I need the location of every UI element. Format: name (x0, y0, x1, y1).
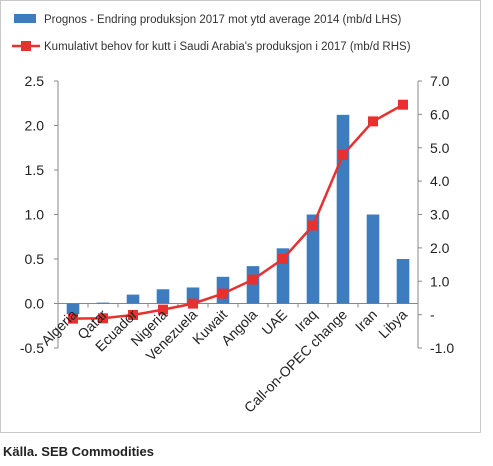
bar (396, 259, 410, 304)
legend-line-label: Kumulativt behov for kutt i Saudi Arabia… (44, 41, 411, 53)
line-marker (188, 298, 198, 309)
line-marker (338, 149, 348, 160)
category-label: UAE (258, 306, 290, 338)
legend-bar-swatch (14, 14, 36, 23)
line-marker (158, 304, 168, 315)
left-tick-label: 1.5 (25, 162, 45, 178)
bar (336, 114, 350, 304)
left-tick-label: 1.0 (25, 207, 45, 223)
right-tick-label: 3.0 (430, 207, 450, 223)
line-marker (98, 313, 108, 324)
right-tick-label: 2.0 (430, 240, 450, 256)
right-tick-label: -1.0 (430, 340, 454, 356)
right-tick-label: - (430, 307, 435, 323)
bar (366, 214, 380, 304)
left-tick-label: 0.5 (25, 251, 45, 267)
right-tick-label: 5.0 (430, 140, 450, 156)
left-tick-label: -0.5 (20, 340, 44, 356)
bar (306, 214, 320, 304)
right-tick-label: 4.0 (430, 173, 450, 189)
line-marker (218, 288, 228, 299)
line-series (72, 103, 404, 320)
right-tick-label: 6.0 (430, 106, 450, 122)
category-label: Algeria (38, 306, 80, 348)
category-label: Libya (375, 306, 410, 341)
bar (246, 266, 260, 304)
bar (66, 303, 80, 315)
legend-line-marker (21, 41, 31, 51)
line-marker (368, 116, 378, 127)
right-tick-label: 7.0 (430, 73, 450, 89)
line-marker (398, 99, 408, 110)
left-tick-label: 0.0 (25, 296, 45, 312)
chart: 2.5 2.0 1.5 1.0 0.5 0.0 -0.5 7.0 6.0 5.0 4.0 3.0 2.0… (12, 14, 454, 416)
bar (156, 289, 170, 304)
line-marker (128, 309, 138, 320)
chart-frame (0, 0, 481, 433)
bar (126, 294, 140, 304)
left-tick-label: 2.0 (25, 118, 45, 134)
line-marker (248, 274, 258, 285)
legend-bar-label: Prognos - Endring produksjon 2017 mot yt… (44, 14, 402, 26)
left-tick-label: 2.5 (25, 73, 45, 89)
right-tick-label: 1.0 (430, 273, 450, 289)
line-marker (278, 253, 288, 264)
line-marker (68, 313, 78, 324)
source-note: Källa. SEB Commodities (3, 444, 154, 459)
line-marker (308, 220, 318, 231)
bar (96, 302, 110, 304)
